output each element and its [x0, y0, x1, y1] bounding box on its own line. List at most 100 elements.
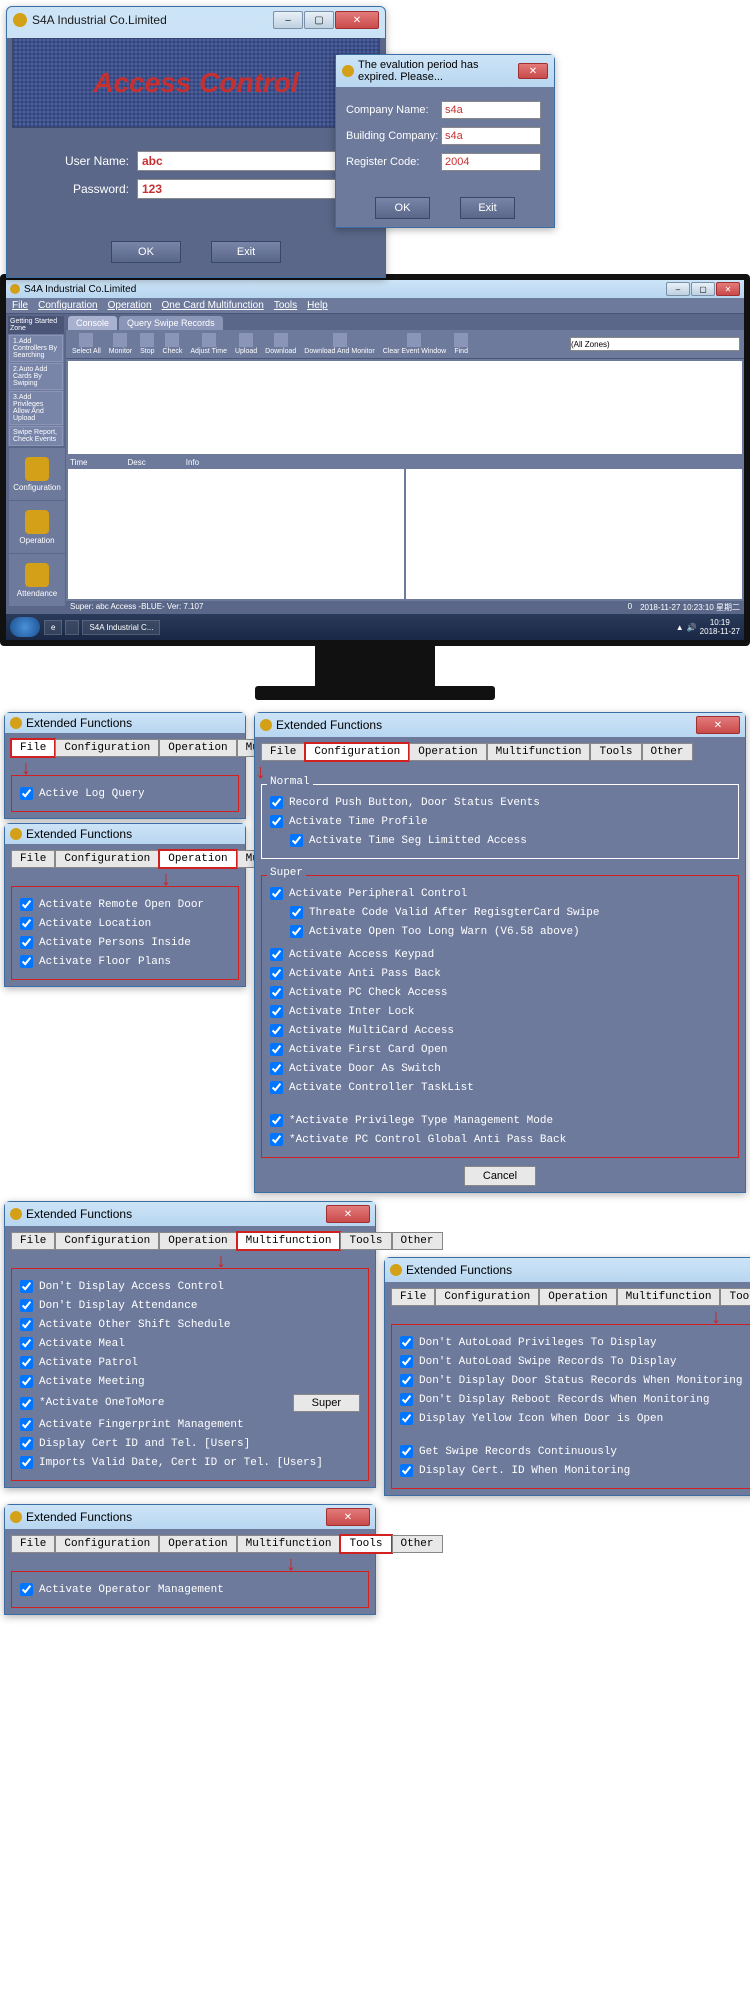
sidebar-item[interactable]: 1.Add Controllers By Searching [9, 335, 63, 362]
close-button[interactable]: ✕ [326, 1205, 370, 1223]
check-item[interactable]: Activate Peripheral Control [268, 884, 732, 903]
close-button[interactable]: ✕ [716, 282, 740, 296]
checkbox[interactable] [20, 1280, 33, 1293]
checkbox[interactable] [290, 834, 303, 847]
tool-check[interactable]: Check [161, 332, 185, 356]
sidebar-item[interactable]: 2.Auto Add Cards By Swiping [9, 363, 63, 390]
checkbox[interactable] [20, 955, 33, 968]
tab-multifunction[interactable]: Multifunction [617, 1288, 721, 1306]
checkbox[interactable] [290, 925, 303, 938]
sidebar-item[interactable]: 3.Add Privileges Allow And Upload [9, 391, 63, 425]
checkbox[interactable] [20, 1456, 33, 1469]
checkbox[interactable] [400, 1412, 413, 1425]
menu-one-card-multifunction[interactable]: One Card Multifunction [162, 300, 264, 311]
ok-button[interactable]: OK [111, 241, 181, 263]
check-item[interactable]: Activate Other Shift Schedule [18, 1315, 362, 1334]
menu-configuration[interactable]: Configuration [38, 300, 97, 311]
start-button[interactable] [10, 617, 40, 637]
tab-other[interactable]: Other [642, 743, 693, 761]
checkbox[interactable] [400, 1336, 413, 1349]
check-item[interactable]: Don't Display Door Status Records When M… [398, 1371, 750, 1390]
check-item[interactable]: Activate Time Seg Limitted Access [268, 831, 732, 850]
checkbox[interactable] [20, 1318, 33, 1331]
cancel-button[interactable]: Cancel [464, 1166, 536, 1186]
check-item[interactable]: Activate Meeting [18, 1372, 362, 1391]
check-item[interactable]: Activate Operator Management [18, 1580, 362, 1599]
close-button[interactable]: ✕ [696, 716, 740, 734]
tab-console[interactable]: Console [68, 316, 117, 330]
sidebar-attendance[interactable]: Attendance [9, 554, 65, 606]
tab-operation[interactable]: Operation [159, 850, 236, 868]
checkbox[interactable] [270, 1133, 283, 1146]
tray-icon[interactable]: ▲ [676, 623, 684, 632]
check-item[interactable]: Activate Persons Inside [18, 933, 232, 952]
tool-adjust-time[interactable]: Adjust Time [188, 332, 229, 356]
tab-file[interactable]: File [11, 1535, 55, 1553]
check-item[interactable]: *Activate PC Control Global Anti Pass Ba… [268, 1130, 732, 1149]
tab-multifunction[interactable]: Multifunction [487, 743, 591, 761]
check-item[interactable]: Activate Time Profile [268, 812, 732, 831]
code-input[interactable] [441, 153, 541, 171]
check-item[interactable]: Activate PC Check Access [268, 983, 732, 1002]
menu-tools[interactable]: Tools [274, 300, 297, 311]
checkbox[interactable] [20, 936, 33, 949]
check-item[interactable]: Don't Display Attendance [18, 1296, 362, 1315]
checkbox[interactable] [20, 787, 33, 800]
tab-file[interactable]: File [11, 739, 55, 757]
checkbox[interactable] [270, 1081, 283, 1094]
tab-multifunction[interactable]: Multifunction [237, 1535, 341, 1553]
super-button[interactable]: Super [293, 1394, 360, 1412]
tab-tools[interactable]: Tools [590, 743, 641, 761]
check-item[interactable]: Display Yellow Icon When Door is Open [398, 1409, 750, 1428]
check-item[interactable]: Activate First Card Open [268, 1040, 732, 1059]
checkbox[interactable] [270, 1062, 283, 1075]
check-item[interactable]: Activate Patrol [18, 1353, 362, 1372]
taskbar-item[interactable]: S4A Industrial C... [82, 620, 160, 635]
tool-monitor[interactable]: Monitor [107, 332, 134, 356]
tab-multifunction[interactable]: Multifunction [237, 1232, 341, 1250]
sidebar-item[interactable]: Swipe Report, Check Events [9, 426, 63, 446]
tool-upload[interactable]: Upload [233, 332, 259, 356]
tab-configuration[interactable]: Configuration [55, 850, 159, 868]
tab-tools[interactable]: Tools [340, 1535, 391, 1553]
taskbar-item[interactable]: e [44, 620, 62, 635]
checkbox[interactable] [270, 1005, 283, 1018]
checkbox[interactable] [270, 967, 283, 980]
building-input[interactable] [441, 127, 541, 145]
check-item[interactable]: Activate Floor Plans [18, 952, 232, 971]
tab-query-swipe-records[interactable]: Query Swipe Records [119, 316, 223, 330]
checkbox[interactable] [270, 1043, 283, 1056]
tab-operation[interactable]: Operation [159, 739, 236, 757]
company-input[interactable] [441, 101, 541, 119]
tab-operation[interactable]: Operation [409, 743, 486, 761]
checkbox[interactable] [20, 1337, 33, 1350]
check-item[interactable]: Activate Access Keypad [268, 945, 732, 964]
check-item[interactable]: Don't Display Access Control [18, 1277, 362, 1296]
ok-button[interactable]: OK [375, 197, 430, 219]
checkbox[interactable] [400, 1464, 413, 1477]
checkbox[interactable] [20, 1397, 33, 1410]
sidebar-configuration[interactable]: Configuration [9, 448, 65, 500]
check-item[interactable]: Activate Door As Switch [268, 1059, 732, 1078]
maximize-button[interactable]: ▢ [691, 282, 715, 296]
tray-icon[interactable]: 🔊 [687, 623, 697, 632]
checkbox[interactable] [20, 1583, 33, 1596]
tray-clock[interactable]: 10:19 2018-11-27 [700, 618, 740, 636]
check-item[interactable]: Activate Location [18, 914, 232, 933]
tab-tools[interactable]: Tools [720, 1288, 750, 1306]
tab-file[interactable]: File [391, 1288, 435, 1306]
check-item[interactable]: Activate MultiCard Access [268, 1021, 732, 1040]
checkbox[interactable] [20, 1437, 33, 1450]
menu-operation[interactable]: Operation [108, 300, 152, 311]
check-item[interactable]: Threate Code Valid After RegisgterCard S… [268, 903, 732, 922]
check-item[interactable]: *Activate OneToMoreSuper [18, 1391, 362, 1415]
tool-find[interactable]: Find [452, 332, 470, 356]
checkbox[interactable] [270, 796, 283, 809]
close-button[interactable]: ✕ [326, 1508, 370, 1526]
tool-clear-event-window[interactable]: Clear Event Window [381, 332, 448, 356]
check-item[interactable]: Activate Fingerprint Management [18, 1415, 362, 1434]
check-item[interactable]: Activate Meal [18, 1334, 362, 1353]
menu-help[interactable]: Help [307, 300, 328, 311]
check-item[interactable]: *Activate Privilege Type Management Mode [268, 1111, 732, 1130]
exit-button[interactable]: Exit [211, 241, 281, 263]
